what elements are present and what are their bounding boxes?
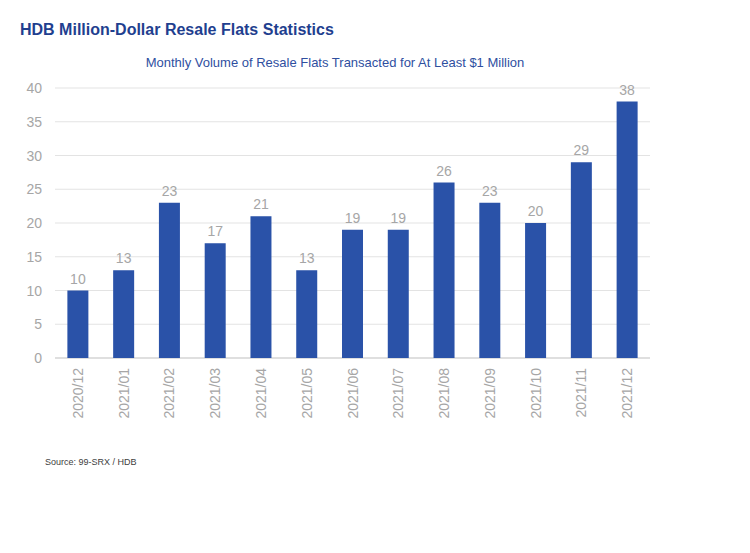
data-label: 10 (70, 271, 86, 287)
y-tick-label: 15 (26, 249, 42, 265)
y-tick-label: 35 (26, 114, 42, 130)
bar (113, 270, 134, 358)
y-tick-label: 30 (26, 148, 42, 164)
bar (525, 223, 546, 358)
x-tick-label: 2021/09 (482, 368, 498, 419)
bar (205, 243, 226, 358)
data-label: 26 (436, 163, 452, 179)
data-label: 20 (528, 203, 544, 219)
y-tick-label: 20 (26, 215, 42, 231)
bar (571, 162, 592, 358)
data-label: 13 (299, 250, 315, 266)
grid-line (55, 189, 650, 190)
data-label: 38 (619, 82, 635, 98)
x-tick-label: 2021/03 (207, 368, 223, 419)
data-label: 17 (207, 223, 223, 239)
bar (617, 102, 638, 359)
data-label: 13 (116, 250, 132, 266)
bar (434, 183, 455, 359)
subtitle: Monthly Volume of Resale Flats Transacte… (146, 55, 525, 70)
x-tick-label: 2021/06 (345, 368, 361, 419)
x-tick-label: 2021/02 (161, 368, 177, 419)
x-tick-label: 2021/10 (528, 368, 544, 419)
chart: HDB Million-Dollar Resale Flats Statisti… (0, 0, 750, 553)
x-tick-label: 2021/07 (390, 368, 406, 419)
x-tick-label: 2021/01 (116, 368, 132, 419)
bar (388, 230, 409, 358)
bar (296, 270, 317, 358)
data-label: 23 (162, 183, 178, 199)
source-note: Source: 99-SRX / HDB (45, 457, 137, 467)
bar (342, 230, 363, 358)
bar (250, 216, 271, 358)
y-tick-label: 5 (34, 316, 42, 332)
title: HDB Million-Dollar Resale Flats Statisti… (20, 21, 334, 38)
x-tick-label: 2021/11 (573, 368, 589, 418)
bar (479, 203, 500, 358)
data-label: 21 (253, 196, 269, 212)
y-tick-label: 0 (34, 350, 42, 366)
grid-line (55, 88, 650, 89)
y-tick-label: 10 (26, 283, 42, 299)
grid-line (55, 155, 650, 156)
bars (67, 102, 637, 359)
x-tick-label: 2020/12 (70, 368, 86, 419)
data-label: 29 (574, 142, 590, 158)
data-label: 19 (390, 210, 406, 226)
bar (67, 291, 88, 359)
x-tick-label: 2021/08 (436, 368, 452, 419)
x-tick-label: 2021/05 (299, 368, 315, 419)
y-tick-label: 40 (26, 80, 42, 96)
chart-root: HDB Million-Dollar Resale Flats Statisti… (0, 0, 750, 553)
y-tick-label: 25 (26, 181, 42, 197)
x-tick-label: 2021/04 (253, 368, 269, 419)
data-label: 19 (345, 210, 361, 226)
bar (159, 203, 180, 358)
data-label: 23 (482, 183, 498, 199)
grid-line (55, 121, 650, 122)
x-tick-label: 2021/12 (619, 368, 635, 419)
